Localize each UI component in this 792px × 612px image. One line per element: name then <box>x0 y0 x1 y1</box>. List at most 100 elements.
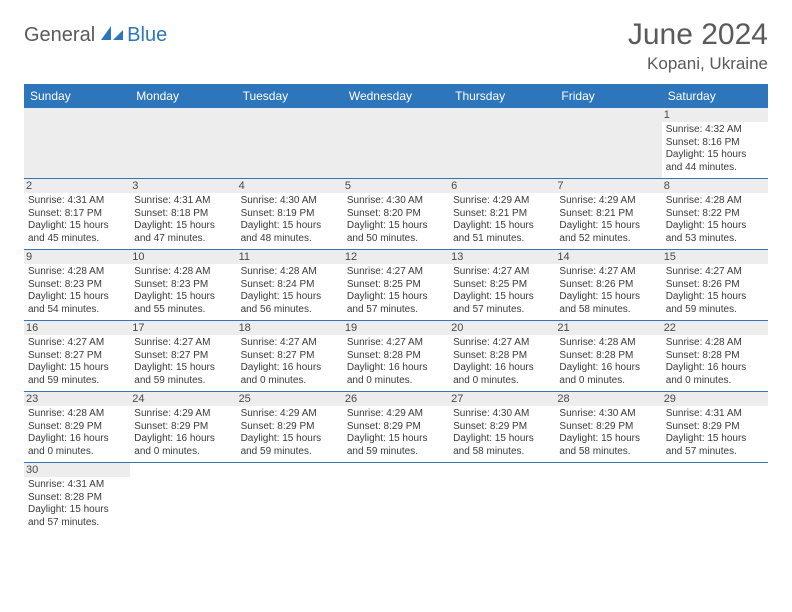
calendar-cell <box>662 463 768 534</box>
day-info: Sunrise: 4:29 AMSunset: 8:29 PMDaylight:… <box>241 408 339 458</box>
daylight-text: Daylight: 15 hours and 57 minutes. <box>28 504 126 529</box>
day-header-tuesday: Tuesday <box>237 84 343 108</box>
sunset-text: Sunset: 8:27 PM <box>134 350 232 363</box>
sunset-text: Sunset: 8:24 PM <box>241 279 339 292</box>
daylight-text: Daylight: 15 hours and 57 minutes. <box>347 291 445 316</box>
sunrise-text: Sunrise: 4:29 AM <box>241 408 339 421</box>
sunset-text: Sunset: 8:29 PM <box>559 421 657 434</box>
day-info: Sunrise: 4:27 AMSunset: 8:27 PMDaylight:… <box>134 337 232 387</box>
calendar-cell: 14Sunrise: 4:27 AMSunset: 8:26 PMDayligh… <box>555 250 661 321</box>
day-number: 3 <box>130 179 236 193</box>
calendar-cell: 3Sunrise: 4:31 AMSunset: 8:18 PMDaylight… <box>130 179 236 250</box>
calendar-cell: 30 Sunrise: 4:31 AMSunset: 8:28 PMDayligh… <box>24 463 130 534</box>
day-info: Sunrise: 4:30 AMSunset: 8:29 PMDaylight:… <box>559 408 657 458</box>
daylight-text: Daylight: 15 hours and 58 minutes. <box>559 433 657 458</box>
daylight-text: Daylight: 15 hours and 50 minutes. <box>347 220 445 245</box>
daylight-text: Daylight: 15 hours and 59 minutes. <box>134 362 232 387</box>
day-info: Sunrise: 4:29 AMSunset: 8:29 PMDaylight:… <box>347 408 445 458</box>
day-number: 8 <box>662 179 768 193</box>
sunset-text: Sunset: 8:28 PM <box>559 350 657 363</box>
calendar-cell: 12Sunrise: 4:27 AMSunset: 8:25 PMDayligh… <box>343 250 449 321</box>
day-number: 15 <box>662 250 768 264</box>
sunrise-text: Sunrise: 4:27 AM <box>453 266 551 279</box>
calendar-cell: 18Sunrise: 4:27 AMSunset: 8:27 PMDayligh… <box>237 321 343 392</box>
day-number: 30 <box>24 463 130 477</box>
sunset-text: Sunset: 8:28 PM <box>28 492 126 505</box>
day-info: Sunrise: 4:27 AMSunset: 8:28 PMDaylight:… <box>453 337 551 387</box>
calendar-cell: 23Sunrise: 4:28 AMSunset: 8:29 PMDayligh… <box>24 392 130 463</box>
calendar-week-row: 2 Sunrise: 4:31 AMSunset: 8:17 PMDaylight… <box>24 179 768 250</box>
day-number: 10 <box>130 250 236 264</box>
day-number: 2 <box>24 179 130 193</box>
sunset-text: Sunset: 8:29 PM <box>347 421 445 434</box>
calendar-cell <box>555 108 661 179</box>
day-number: 21 <box>555 321 661 335</box>
day-header-friday: Friday <box>555 84 661 108</box>
day-info: Sunrise: 4:27 AMSunset: 8:26 PMDaylight:… <box>666 266 764 316</box>
sunrise-text: Sunrise: 4:30 AM <box>559 408 657 421</box>
day-number: 28 <box>555 392 661 406</box>
sunrise-text: Sunrise: 4:27 AM <box>666 266 764 279</box>
sunrise-text: Sunrise: 4:28 AM <box>134 266 232 279</box>
daylight-text: Daylight: 15 hours and 47 minutes. <box>134 220 232 245</box>
sunrise-text: Sunrise: 4:29 AM <box>559 195 657 208</box>
day-header-sunday: Sunday <box>24 84 130 108</box>
daylight-text: Daylight: 15 hours and 56 minutes. <box>241 291 339 316</box>
sunset-text: Sunset: 8:22 PM <box>666 208 764 221</box>
calendar-body: 1Sunrise: 4:32 AMSunset: 8:16 PMDaylight… <box>24 108 768 533</box>
sunrise-text: Sunrise: 4:28 AM <box>666 195 764 208</box>
calendar-cell: 24Sunrise: 4:29 AMSunset: 8:29 PMDayligh… <box>130 392 236 463</box>
daylight-text: Daylight: 15 hours and 59 minutes. <box>241 433 339 458</box>
sunset-text: Sunset: 8:27 PM <box>28 350 126 363</box>
sunset-text: Sunset: 8:23 PM <box>134 279 232 292</box>
day-info: Sunrise: 4:29 AMSunset: 8:29 PMDaylight:… <box>134 408 232 458</box>
day-number: 11 <box>237 250 343 264</box>
sunrise-text: Sunrise: 4:31 AM <box>28 479 126 492</box>
daylight-text: Daylight: 15 hours and 59 minutes. <box>666 291 764 316</box>
calendar-cell: 17 Sunrise: 4:27 AMSunset: 8:27 PMDayligh… <box>130 321 236 392</box>
day-number: 25 <box>237 392 343 406</box>
day-number: 6 <box>449 179 555 193</box>
day-info: Sunrise: 4:28 AMSunset: 8:24 PMDaylight:… <box>241 266 339 316</box>
sunset-text: Sunset: 8:23 PM <box>28 279 126 292</box>
sunrise-text: Sunrise: 4:28 AM <box>666 337 764 350</box>
calendar-cell: 19Sunrise: 4:27 AMSunset: 8:28 PMDayligh… <box>343 321 449 392</box>
day-info: Sunrise: 4:28 AMSunset: 8:28 PMDaylight:… <box>666 337 764 387</box>
page-header: General Blue June 2024 Kopani, Ukraine <box>24 18 768 74</box>
daylight-text: Daylight: 15 hours and 59 minutes. <box>28 362 126 387</box>
calendar-cell: 13Sunrise: 4:27 AMSunset: 8:25 PMDayligh… <box>449 250 555 321</box>
day-info: Sunrise: 4:30 AMSunset: 8:19 PMDaylight:… <box>241 195 339 245</box>
daylight-text: Daylight: 15 hours and 58 minutes. <box>453 433 551 458</box>
daylight-text: Daylight: 15 hours and 44 minutes. <box>666 149 764 174</box>
sunset-text: Sunset: 8:29 PM <box>28 421 126 434</box>
sunset-text: Sunset: 8:21 PM <box>559 208 657 221</box>
calendar-cell: 26Sunrise: 4:29 AMSunset: 8:29 PMDayligh… <box>343 392 449 463</box>
day-info: Sunrise: 4:30 AMSunset: 8:29 PMDaylight:… <box>453 408 551 458</box>
day-info: Sunrise: 4:31 AMSunset: 8:17 PMDaylight:… <box>28 195 126 245</box>
calendar-cell: 10Sunrise: 4:28 AMSunset: 8:23 PMDayligh… <box>130 250 236 321</box>
sunset-text: Sunset: 8:29 PM <box>134 421 232 434</box>
brand-logo: General Blue <box>24 18 167 47</box>
day-header-saturday: Saturday <box>662 84 768 108</box>
sunset-text: Sunset: 8:28 PM <box>453 350 551 363</box>
sunset-text: Sunset: 8:26 PM <box>666 279 764 292</box>
sunset-text: Sunset: 8:29 PM <box>241 421 339 434</box>
daylight-text: Daylight: 16 hours and 0 minutes. <box>134 433 232 458</box>
calendar-week-row: 9Sunrise: 4:28 AMSunset: 8:23 PMDaylight… <box>24 250 768 321</box>
day-number: 7 <box>555 179 661 193</box>
day-number: 12 <box>343 250 449 264</box>
calendar-cell: 5Sunrise: 4:30 AMSunset: 8:20 PMDaylight… <box>343 179 449 250</box>
daylight-text: Daylight: 15 hours and 59 minutes. <box>347 433 445 458</box>
daylight-text: Daylight: 15 hours and 58 minutes. <box>559 291 657 316</box>
sunrise-text: Sunrise: 4:28 AM <box>559 337 657 350</box>
sunset-text: Sunset: 8:27 PM <box>241 350 339 363</box>
day-number: 19 <box>343 321 449 335</box>
daylight-text: Daylight: 15 hours and 45 minutes. <box>28 220 126 245</box>
sunset-text: Sunset: 8:17 PM <box>28 208 126 221</box>
daylight-text: Daylight: 15 hours and 53 minutes. <box>666 220 764 245</box>
calendar-cell: 21Sunrise: 4:28 AMSunset: 8:28 PMDayligh… <box>555 321 661 392</box>
day-number: 17 <box>130 321 236 335</box>
daylight-text: Daylight: 16 hours and 0 minutes. <box>347 362 445 387</box>
daylight-text: Daylight: 15 hours and 51 minutes. <box>453 220 551 245</box>
sunrise-text: Sunrise: 4:27 AM <box>559 266 657 279</box>
